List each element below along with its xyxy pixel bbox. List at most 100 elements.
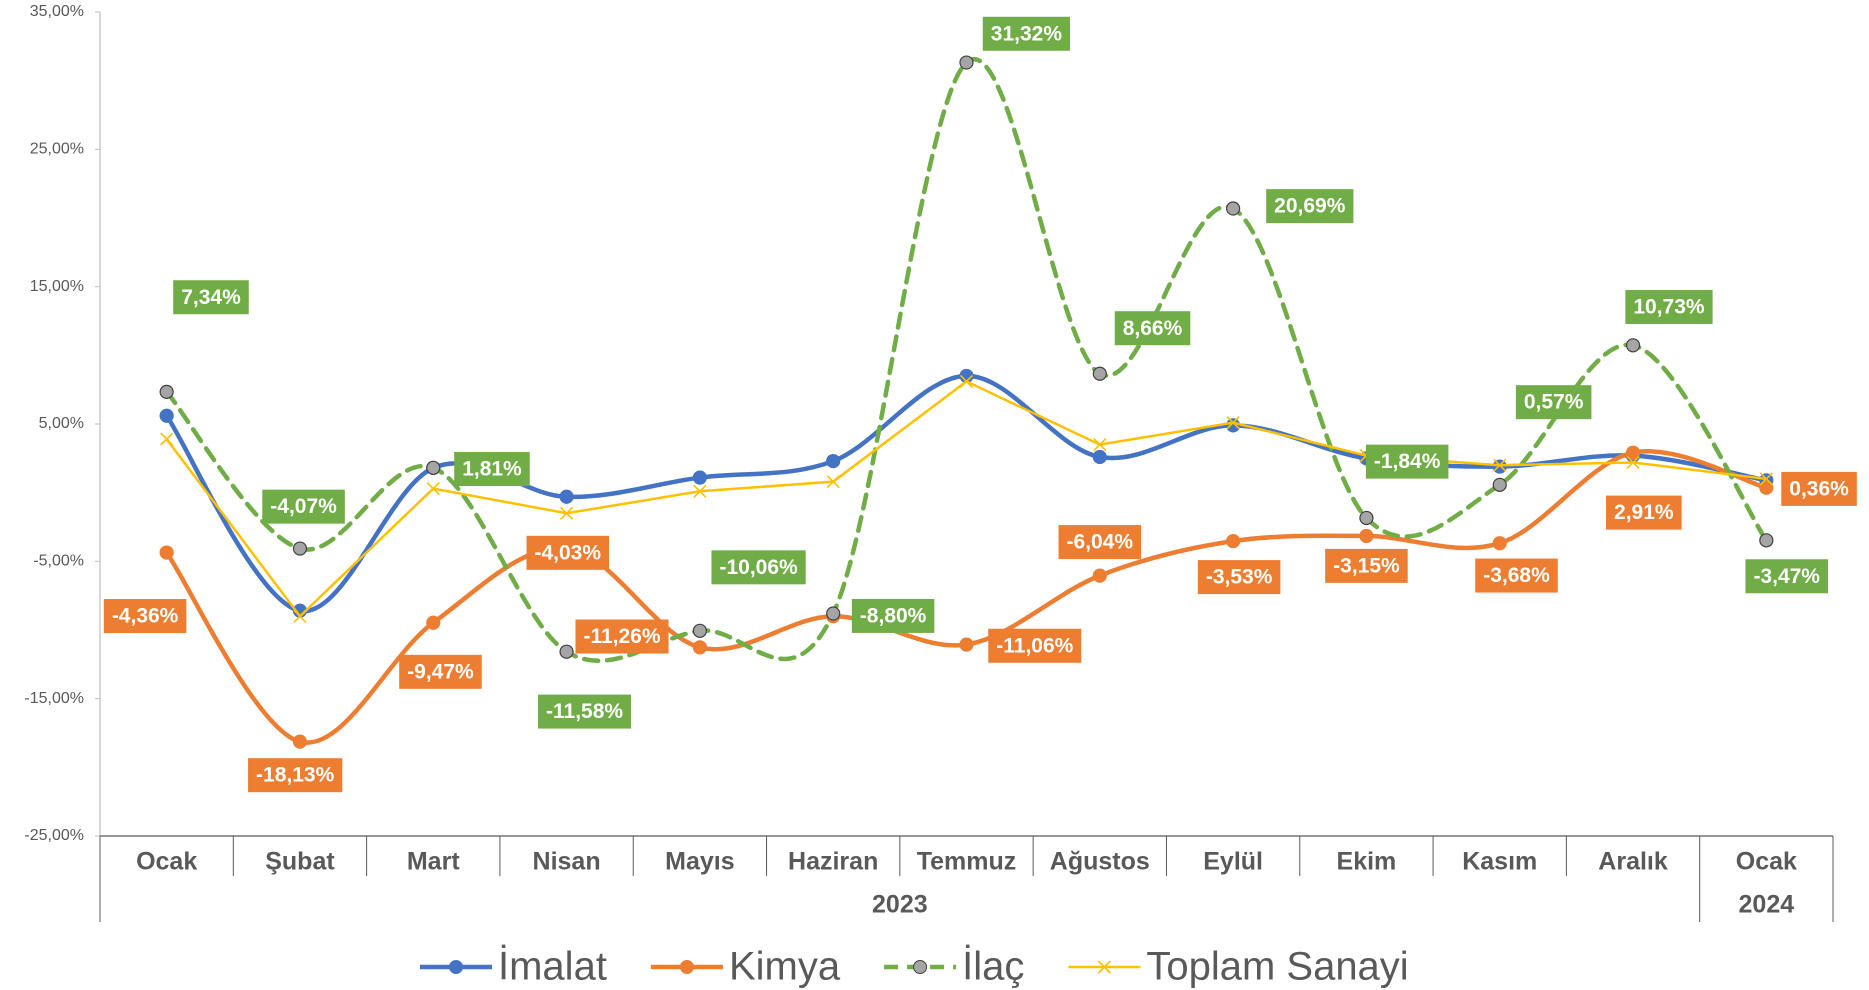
marker-x <box>959 374 974 388</box>
marker <box>159 408 174 423</box>
marker <box>160 432 174 446</box>
data-label-text: -3,15% <box>1333 554 1400 577</box>
data-label: -18,13% <box>248 758 343 793</box>
data-label-box <box>526 535 610 570</box>
legend-marker <box>679 960 694 974</box>
y-tick-label: 35,00% <box>30 3 84 20</box>
marker <box>1093 438 1107 452</box>
data-label-box <box>399 654 482 689</box>
y-tick-label: 25,00% <box>30 141 84 158</box>
data-label: -11,58% <box>538 694 632 729</box>
data-label: -3,53% <box>1197 560 1281 595</box>
data-label-box <box>575 619 669 654</box>
marker-x <box>826 475 840 489</box>
marker-x <box>693 484 707 498</box>
marker <box>1626 455 1640 470</box>
marker <box>1625 445 1641 460</box>
data-label-text: 8,66% <box>1123 317 1183 340</box>
data-label: 7,34% <box>173 280 249 315</box>
data-label-box <box>454 452 530 487</box>
legend-label: Toplam Sanayi <box>1146 945 1408 989</box>
data-label-box <box>988 628 1082 663</box>
data-label: 1,81% <box>454 452 530 487</box>
data-label-text: -3,53% <box>1206 566 1273 589</box>
x-tick-label: Haziran <box>788 848 878 876</box>
x-group-label: 2024 <box>1739 891 1795 919</box>
legend: İmalat Kimya İlaç Toplam Sanayi <box>420 944 1409 989</box>
marker-x <box>293 609 307 623</box>
data-label-box <box>1325 548 1408 583</box>
data-label-text: 31,32% <box>991 22 1063 45</box>
marker <box>692 623 707 638</box>
marker <box>959 637 974 652</box>
data-label-text: 20,69% <box>1274 195 1346 218</box>
data-label-text: 7,34% <box>181 286 241 309</box>
marker-x <box>1226 416 1240 430</box>
data-label: 0,36% <box>1781 471 1857 506</box>
x-tick-label: Aralık <box>1598 848 1668 876</box>
marker <box>692 470 707 485</box>
data-label-text: 1,81% <box>462 458 522 481</box>
legend-marker <box>449 960 463 974</box>
marker <box>1226 418 1241 433</box>
data-label-text: -11,06% <box>996 634 1073 657</box>
marker <box>826 475 840 489</box>
x-tick-label: Eylül <box>1203 848 1263 876</box>
data-label-box <box>851 598 935 633</box>
legend-label: İlaç <box>962 944 1024 989</box>
marker-x <box>426 481 440 496</box>
marker <box>1359 528 1374 544</box>
marker <box>1759 533 1774 548</box>
marker <box>559 489 574 504</box>
marker-x <box>1093 438 1107 452</box>
data-label-text: -4,03% <box>535 541 602 564</box>
marker <box>293 609 307 623</box>
series-line <box>164 449 1769 745</box>
data-label-box <box>262 489 345 524</box>
marker-x <box>1626 455 1640 470</box>
marker <box>426 460 441 475</box>
x-tick-label: Ekim <box>1337 848 1397 876</box>
data-label: -11,06% <box>988 628 1082 663</box>
x-tick-label: Mayıs <box>665 848 734 876</box>
legend-label: Kimya <box>729 945 841 989</box>
x-tick-label: Temmuz <box>917 848 1017 876</box>
data-label-text: -11,58% <box>546 700 623 723</box>
data-label-box <box>1745 559 1828 594</box>
x-group-label: 2023 <box>872 891 928 919</box>
marker <box>1492 536 1507 551</box>
marker <box>1226 416 1240 430</box>
marker <box>1492 477 1507 492</box>
data-label-box <box>1266 189 1354 224</box>
data-label: -4,36% <box>103 599 187 634</box>
data-label-box <box>538 694 632 729</box>
marker <box>1226 201 1241 216</box>
marker <box>292 734 308 749</box>
marker <box>292 541 308 556</box>
data-label-box <box>982 16 1071 51</box>
data-label: 31,32% <box>982 16 1071 51</box>
data-label-text: -10,06% <box>719 556 798 579</box>
data-label-text: 10,73% <box>1633 296 1705 319</box>
marker <box>426 615 441 630</box>
marker <box>1492 459 1507 474</box>
x-tick-label: Mart <box>407 848 460 876</box>
marker <box>1226 534 1241 549</box>
marker <box>693 484 707 498</box>
marker <box>959 374 974 388</box>
marker <box>826 606 841 621</box>
data-label-box <box>248 758 343 793</box>
data-label-box <box>1365 444 1449 479</box>
marker <box>1092 568 1107 583</box>
data-label: -4,07% <box>262 489 345 524</box>
data-label-text: 0,36% <box>1789 477 1849 500</box>
marker <box>1359 510 1374 526</box>
y-tick-label: -15,00% <box>24 690 84 707</box>
data-label: -6,04% <box>1058 525 1142 560</box>
data-label-text: -6,04% <box>1067 531 1134 554</box>
data-label-box <box>1625 289 1713 324</box>
marker <box>959 55 974 70</box>
marker <box>559 644 574 659</box>
data-label: -3,68% <box>1475 558 1558 593</box>
